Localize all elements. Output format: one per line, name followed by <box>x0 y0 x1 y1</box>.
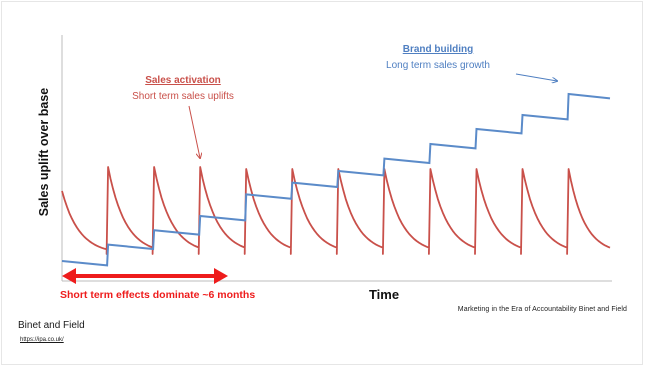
figure-caption: Binet and Field <box>18 320 85 331</box>
brand-building-line <box>61 92 611 267</box>
x-axis-label: Time <box>369 287 399 302</box>
chart-source-caption: Marketing in the Era of Accountability B… <box>457 306 627 313</box>
sales-activation-series <box>61 166 611 255</box>
short-term-arrow-left-head <box>62 268 76 284</box>
source-link[interactable]: https://ipa.co.uk/ <box>20 337 64 343</box>
sales-activation-title: Sales activation <box>145 75 221 86</box>
y-axis-label: Sales uplift over base <box>37 88 51 217</box>
brand-building-pointer <box>515 73 557 81</box>
sales-activation-subtitle: Short term sales uplifts <box>132 91 234 102</box>
brand-building-title: Brand building <box>403 44 474 55</box>
brand-building-series <box>61 92 611 267</box>
chart: Sales uplift over base Time Sales activa… <box>37 35 612 302</box>
sales-activation-pointer <box>188 105 200 158</box>
short-term-arrow-label: Short term effects dominate ~6 months <box>60 289 255 301</box>
brand-building-subtitle: Long term sales growth <box>386 60 490 71</box>
sales-activation-line <box>61 166 611 255</box>
short-term-arrow-right-head <box>214 268 228 284</box>
